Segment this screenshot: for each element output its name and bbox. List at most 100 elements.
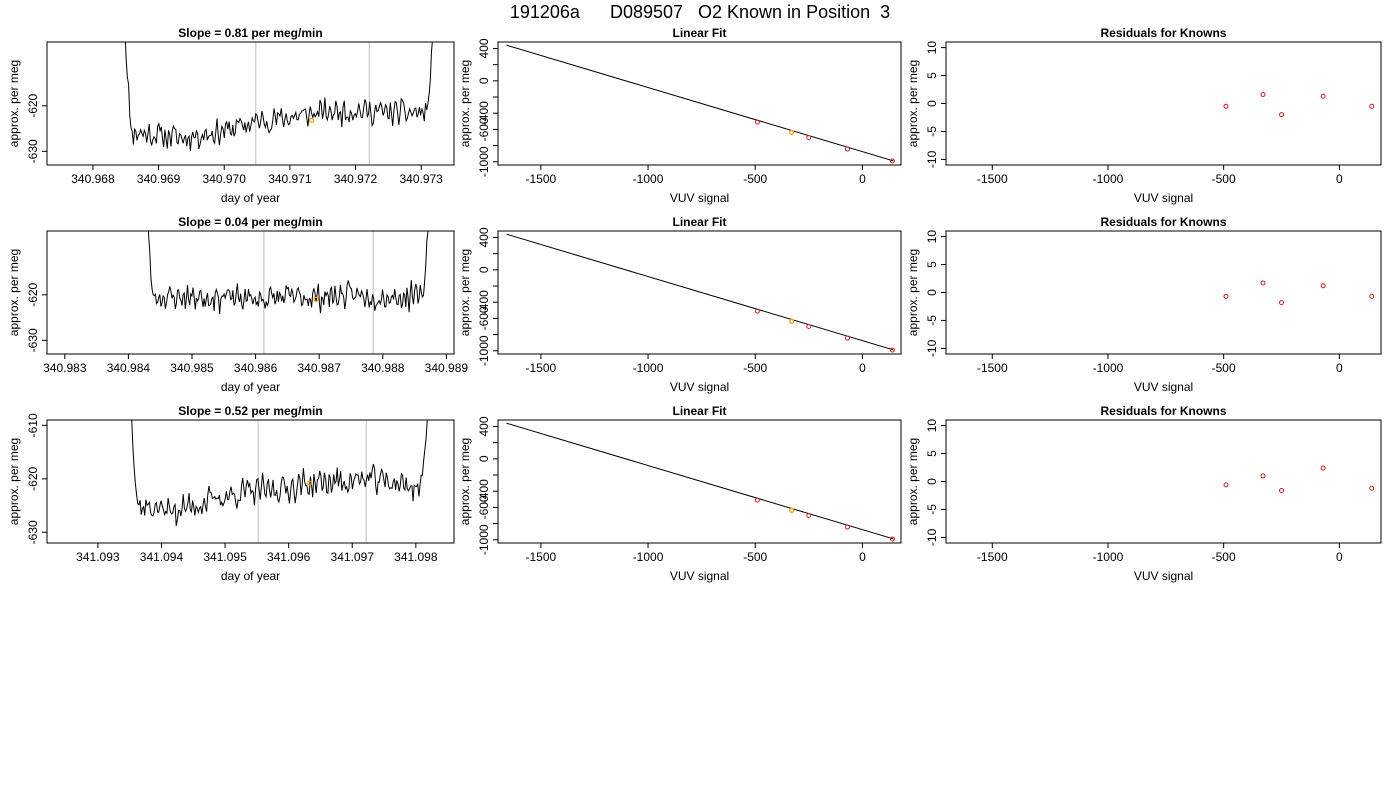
- chart-panel: Linear Fit -1500 -1000 -500 0 -1000 -600-400 0 4…: [458, 404, 902, 583]
- x-tick-label: -500: [743, 361, 767, 375]
- y-axis-label: approx. per meg: [7, 60, 21, 147]
- plot-frame: [497, 41, 902, 166]
- plot-area: [124, 42, 433, 165]
- x-axis-label: day of year: [221, 191, 280, 205]
- data-point: [806, 323, 812, 329]
- plot-frame: [945, 41, 1382, 166]
- panel-title: Linear Fit: [672, 404, 726, 418]
- data-point: [806, 134, 812, 140]
- highlight-point: [308, 117, 315, 123]
- plot-area: [1223, 465, 1375, 493]
- x-tick-label: 0: [859, 361, 866, 375]
- x-tick-label: 340.968: [71, 172, 115, 186]
- data-point: [1223, 482, 1229, 488]
- y-tick-label: -5: [925, 126, 939, 137]
- x-tick-label: 340.972: [334, 172, 378, 186]
- data-point: [1279, 112, 1285, 118]
- y-tick-label: -10: [925, 150, 939, 168]
- x-tick-label: 0: [859, 172, 866, 186]
- plot-area: [506, 422, 895, 542]
- panel-title: Slope = 0.04 per meg/min: [178, 215, 322, 229]
- fit-line: [506, 422, 894, 540]
- y-tick-label: -400: [477, 101, 491, 125]
- data-point: [1279, 487, 1285, 493]
- panel-title: Linear Fit: [672, 215, 726, 229]
- y-axis-label: approx. per meg: [458, 249, 472, 336]
- x-tick-label: 340.989: [425, 361, 469, 375]
- y-axis-label: approx. per meg: [906, 60, 920, 147]
- plot-area: [147, 231, 429, 354]
- y-tick-label: 5: [925, 72, 939, 79]
- chart-panel: Slope = 0.52 per meg/min 341.093 341.094 34…: [7, 404, 455, 583]
- panel-title: Residuals for Knowns: [1100, 404, 1226, 418]
- plot-frame: [46, 230, 455, 355]
- panel-title: Slope = 0.81 per meg/min: [178, 26, 322, 40]
- x-tick-label: 341.094: [140, 550, 184, 564]
- figure-title: 191206a D089507 O2 Known in Position 3: [509, 2, 891, 22]
- highlight-point: [789, 129, 795, 135]
- x-tick-label: 341.098: [394, 550, 438, 564]
- y-tick-label: 5: [925, 450, 939, 457]
- y-axis-label: approx. per meg: [458, 438, 472, 525]
- highlight-point: [307, 480, 313, 486]
- y-axis-label: approx. per meg: [906, 438, 920, 525]
- series-trace: [147, 231, 429, 315]
- y-tick-label: -600: [477, 117, 491, 141]
- y-tick-label: 0: [477, 455, 491, 462]
- chart-panel: Residuals for Knowns -1500 -1000 -500 0 -10 -5…: [906, 26, 1382, 205]
- y-axis-label: approx. per meg: [7, 249, 21, 336]
- panel-title: Residuals for Knowns: [1100, 26, 1226, 40]
- x-tick-label: 0: [1336, 172, 1343, 186]
- plot-frame: [497, 230, 902, 355]
- plot-area: [506, 44, 895, 164]
- x-axis-label: VUV signal: [1134, 569, 1193, 583]
- data-point: [1320, 93, 1326, 99]
- plot-frame: [497, 419, 902, 544]
- x-tick-label: -1000: [1093, 172, 1124, 186]
- data-point: [889, 347, 895, 353]
- y-tick-label: -10: [925, 339, 939, 357]
- y-axis-label: approx. per meg: [906, 249, 920, 336]
- chart-panel: Slope = 0.04 per meg/min 340.983 340.984 34…: [7, 215, 469, 394]
- x-tick-label: 340.983: [43, 361, 87, 375]
- y-tick-label: 5: [925, 261, 939, 268]
- plot-area: [506, 233, 895, 353]
- data-point: [754, 497, 760, 503]
- series-trace: [124, 42, 433, 151]
- x-tick-label: 340.973: [399, 172, 443, 186]
- x-tick-label: -1500: [526, 550, 557, 564]
- x-tick-label: 340.988: [361, 361, 405, 375]
- x-tick-label: 340.986: [234, 361, 278, 375]
- data-point: [1260, 280, 1266, 286]
- chart-panel: Residuals for Knowns -1500 -1000 -500 0 -10 -5…: [906, 215, 1382, 394]
- data-point: [1223, 103, 1229, 109]
- plot-frame: [945, 419, 1382, 544]
- plot-frame: [46, 419, 455, 544]
- chart-panel: Linear Fit -1500 -1000 -500 0 -1000 -600-400 0 4…: [458, 26, 902, 205]
- data-point: [754, 308, 760, 314]
- y-tick-label: 400: [477, 416, 491, 436]
- panel-title: Slope = 0.52 per meg/min: [178, 404, 322, 418]
- x-tick-label: -1500: [526, 361, 557, 375]
- x-tick-label: 340.971: [268, 172, 312, 186]
- x-axis-label: VUV signal: [1134, 191, 1193, 205]
- x-tick-label: 0: [1336, 550, 1343, 564]
- x-tick-label: -1000: [633, 361, 664, 375]
- highlight-point: [313, 296, 319, 302]
- data-point: [1320, 283, 1326, 289]
- y-tick-label: -630: [26, 328, 40, 352]
- chart-panel: Linear Fit -1500 -1000 -500 0 -1000 -600-400 0 4…: [458, 215, 902, 394]
- x-tick-label: 0: [859, 550, 866, 564]
- plot-area: [1223, 92, 1375, 118]
- x-tick-label: -1500: [977, 361, 1008, 375]
- x-tick-label: -1000: [1093, 361, 1124, 375]
- x-axis-label: day of year: [221, 569, 280, 583]
- fit-line: [506, 233, 894, 351]
- data-point: [844, 524, 850, 530]
- data-point: [1369, 485, 1375, 491]
- data-point: [844, 335, 850, 341]
- plot-area: [131, 420, 428, 543]
- data-point: [1260, 92, 1266, 98]
- data-point: [889, 158, 895, 164]
- y-tick-label: -620: [26, 466, 40, 490]
